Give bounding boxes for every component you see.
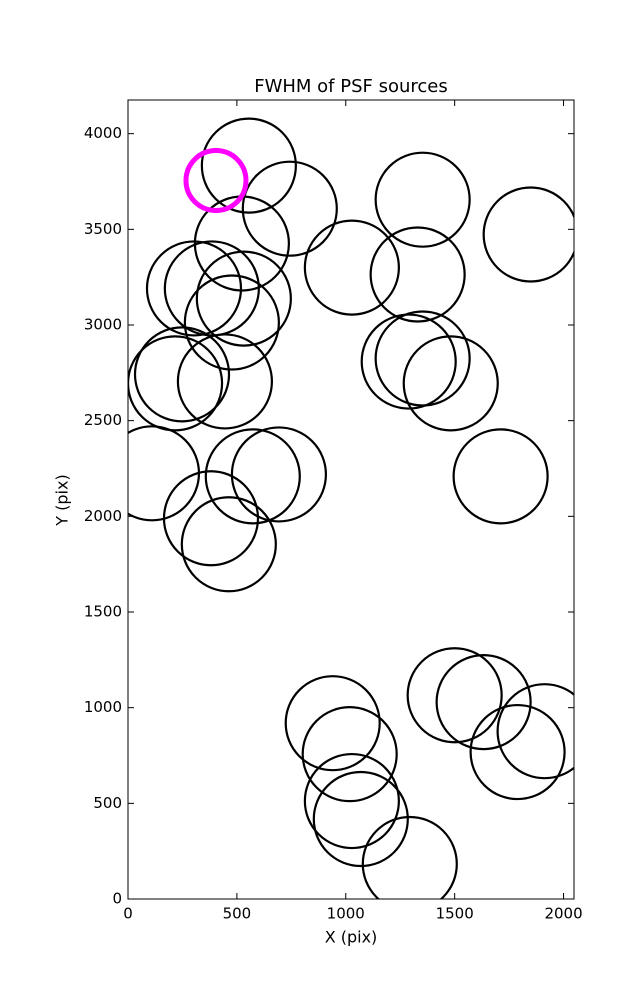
y-tick-label: 3500	[84, 220, 122, 238]
x-tick-label: 500	[223, 905, 252, 923]
psf-source	[183, 274, 280, 371]
highlight-source	[183, 148, 249, 214]
psf-source	[200, 117, 297, 214]
psf-source	[496, 683, 574, 780]
psf-source	[469, 703, 566, 801]
plot-area	[128, 117, 574, 899]
psf-source	[230, 426, 328, 523]
psf-source	[406, 647, 503, 744]
psf-source	[435, 654, 532, 751]
psf-source	[482, 186, 574, 283]
psf-source	[369, 226, 466, 323]
x-axis-label: X (pix)	[325, 928, 378, 947]
chart-title: FWHM of PSF sources	[254, 76, 448, 97]
psf-source	[312, 770, 409, 868]
psf-source	[133, 326, 231, 423]
psf-source	[241, 160, 338, 257]
psf-source	[452, 428, 549, 525]
y-tick-label: 500	[93, 794, 122, 812]
y-tick-label: 2500	[84, 411, 122, 429]
psf-source	[301, 706, 398, 803]
psf-source	[162, 470, 260, 567]
psf-source	[163, 240, 260, 337]
y-tick-label: 0	[112, 890, 122, 908]
y-axis-label: Y (pix)	[53, 474, 72, 526]
psf-source	[180, 496, 277, 593]
psf-source	[374, 310, 471, 407]
psf-source	[195, 250, 292, 347]
psf-source	[361, 815, 458, 899]
psf-source	[303, 219, 400, 316]
psf-source	[303, 752, 400, 850]
psf-source	[145, 240, 243, 337]
y-tick-label: 1500	[84, 603, 122, 621]
psf-source	[204, 428, 301, 525]
y-tick-label: 1000	[84, 698, 122, 716]
y-tick-label: 4000	[84, 124, 122, 142]
x-tick-label: 1000	[327, 905, 365, 923]
y-tick-label: 2000	[84, 507, 122, 525]
psf-source	[128, 335, 224, 432]
x-tick-label: 1500	[436, 905, 474, 923]
psf-source	[284, 675, 381, 772]
psf-source	[176, 333, 274, 430]
x-tick-label: 0	[123, 905, 133, 923]
y-tick-label: 3000	[84, 316, 122, 334]
psf-source	[402, 335, 499, 432]
x-tick-label: 2000	[544, 905, 582, 923]
axes-frame	[127, 99, 575, 900]
psf-source	[374, 151, 471, 248]
